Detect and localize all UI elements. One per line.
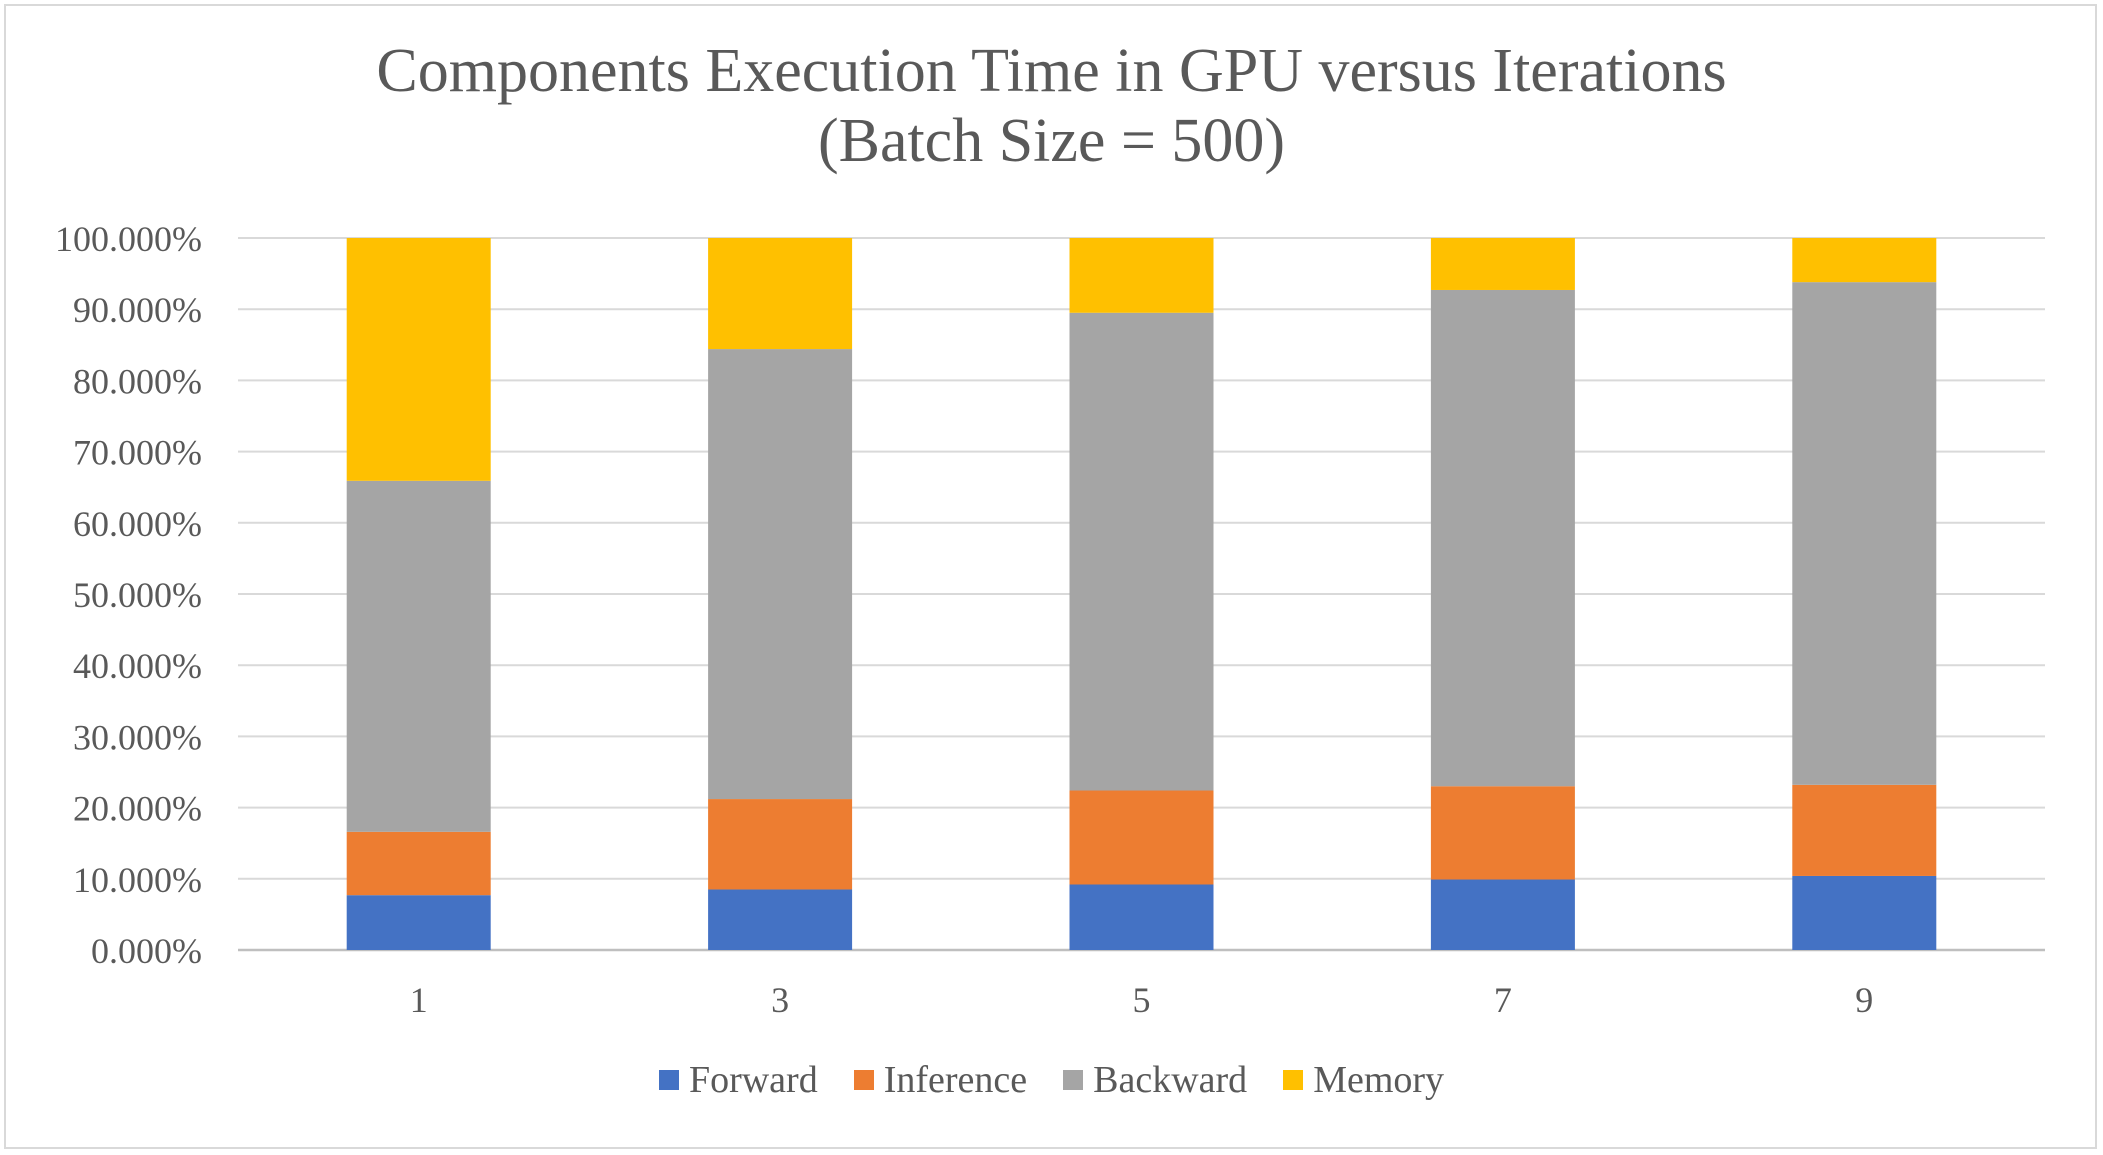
- x-tick-label: 9: [1855, 980, 1873, 1020]
- legend-label: Backward: [1093, 1059, 1248, 1101]
- bar-segment-inference: [708, 799, 853, 890]
- y-tick-label: 0.000%: [91, 931, 202, 971]
- legend: Forward Inference Backward Memory: [0, 1058, 2103, 1102]
- bar-segment-forward: [346, 895, 491, 950]
- x-tick-label: 1: [410, 980, 428, 1020]
- bar-segment-memory: [1430, 238, 1575, 290]
- legend-item-backward: Backward: [1063, 1058, 1247, 1102]
- y-tick-label: 80.000%: [73, 361, 202, 401]
- y-tick-label: 20.000%: [73, 789, 202, 829]
- bar-segment-backward: [708, 349, 853, 800]
- legend-item-forward: Forward: [658, 1058, 818, 1102]
- chart-title: Components Execution Time in GPU versus …: [376, 37, 1727, 105]
- y-tick-label: 10.000%: [73, 860, 202, 900]
- chart-title-block: Components Execution Time in GPU versus …: [0, 36, 2103, 176]
- bar-segment-memory: [1792, 238, 1937, 283]
- y-tick-label: 70.000%: [73, 433, 202, 473]
- bar-segment-backward: [346, 480, 491, 832]
- legend-swatch: [853, 1070, 874, 1090]
- bar-segment-forward: [1069, 884, 1214, 950]
- bar-segment-inference: [1430, 786, 1575, 880]
- x-tick-label: 5: [1133, 980, 1151, 1020]
- legend-label: Forward: [688, 1059, 818, 1101]
- legend-swatch: [658, 1070, 679, 1090]
- x-tick-label: 3: [771, 980, 789, 1020]
- chart-subtitle: (Batch Size = 500): [817, 107, 1286, 175]
- bar-segment-backward: [1430, 289, 1575, 787]
- y-tick-label: 100.000%: [55, 219, 202, 259]
- bar-segment-memory: [1069, 238, 1214, 313]
- bar-segment-inference: [1792, 784, 1937, 876]
- bar-segment-inference: [346, 831, 491, 896]
- legend-swatch: [1283, 1070, 1304, 1090]
- y-tick-label: 40.000%: [73, 646, 202, 686]
- x-tick-label: 7: [1494, 980, 1512, 1020]
- legend-label: Memory: [1313, 1059, 1445, 1101]
- legend-item-memory: Memory: [1283, 1058, 1444, 1102]
- y-tick-label: 90.000%: [73, 290, 202, 330]
- legend-label: Inference: [883, 1059, 1028, 1101]
- bar-segment-backward: [1069, 312, 1214, 791]
- y-tick-label: 30.000%: [73, 717, 202, 757]
- bar-segment-forward: [1792, 875, 1937, 950]
- y-tick-label: 60.000%: [73, 504, 202, 544]
- bar-segment-memory: [708, 238, 853, 350]
- bar-segment-forward: [708, 889, 853, 950]
- x-axis-tick-labels: 1 3 5 7 9: [410, 980, 1874, 1020]
- legend-swatch: [1063, 1070, 1084, 1090]
- bar-segment-inference: [1069, 790, 1214, 885]
- y-tick-label: 50.000%: [73, 575, 202, 615]
- y-axis-tick-labels: 0.000% 10.000% 20.000% 30.000% 40.000% 50.000…: [55, 219, 202, 971]
- bar-segment-memory: [346, 238, 491, 481]
- bars: [346, 238, 1937, 950]
- bar-segment-forward: [1430, 879, 1575, 950]
- legend-item-inference: Inference: [853, 1058, 1028, 1102]
- bar-segment-backward: [1792, 282, 1937, 785]
